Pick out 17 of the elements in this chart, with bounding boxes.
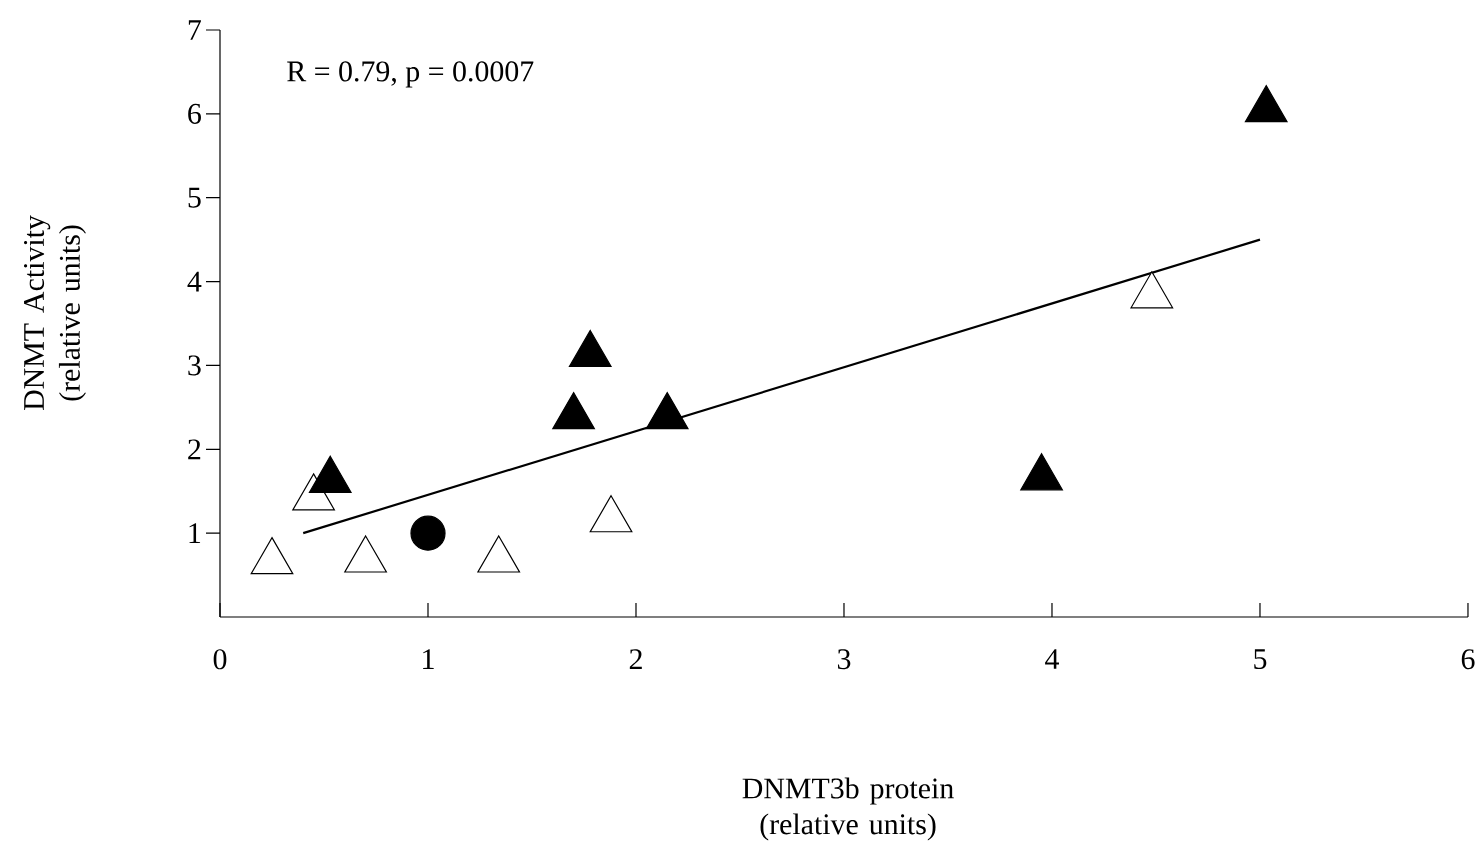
y-tick-label: 3 xyxy=(188,355,201,376)
x-tick-label: 5 xyxy=(1254,649,1267,670)
x-tick-label: 6 xyxy=(1461,649,1475,670)
y-tick-label: 7 xyxy=(188,20,201,40)
x-tick-label: 3 xyxy=(837,649,851,670)
x-tick-label: 4 xyxy=(1045,649,1059,669)
y-tick-label: 1 xyxy=(189,523,201,544)
y-axis-title: DNMT Activity (relative units) xyxy=(23,215,86,411)
y-tick-label: 5 xyxy=(188,187,201,208)
y-tick-label: 6 xyxy=(188,103,201,124)
x-tick-label: 0 xyxy=(213,649,227,670)
y-tick-label: 4 xyxy=(187,271,202,292)
x-axis-title: DNMT3b protein (relative units) xyxy=(742,777,954,841)
annotation: R = 0.79, p = 0.0007 xyxy=(287,61,534,88)
x-tick-label: 2 xyxy=(629,649,642,669)
y-tick-label: 2 xyxy=(188,439,201,460)
x-tick-label: 1 xyxy=(423,649,434,669)
